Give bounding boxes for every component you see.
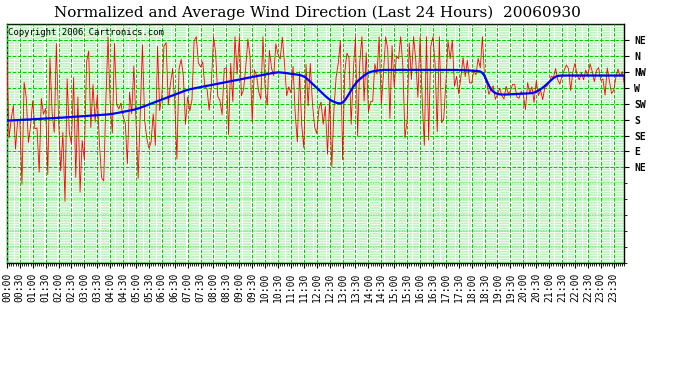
Text: Normalized and Average Wind Direction (Last 24 Hours)  20060930: Normalized and Average Wind Direction (L… [54, 6, 581, 20]
Text: Copyright 2006 Cartronics.com: Copyright 2006 Cartronics.com [8, 28, 164, 37]
